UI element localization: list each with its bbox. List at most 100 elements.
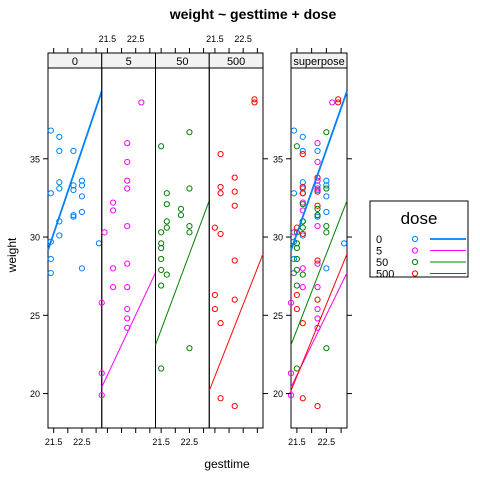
data-point — [56, 185, 63, 192]
data-point — [101, 229, 108, 236]
data-point — [217, 183, 224, 191]
main-y-ticks-left: 20 25 30 35 — [30, 154, 48, 399]
data-point — [323, 185, 330, 192]
panel-fit-line-segment — [208, 253, 264, 391]
data-point — [299, 133, 306, 140]
data-point — [293, 143, 300, 150]
data-point — [211, 224, 219, 231]
data-point — [124, 158, 131, 166]
panel-0-x-ticks-bottom: 21.5 22.5 — [45, 428, 97, 447]
data-point — [299, 179, 306, 186]
tick-label: 20 — [273, 389, 283, 399]
panel-fit-line-5 — [101, 272, 156, 388]
data-point — [231, 202, 238, 209]
tick-label: 20 — [30, 389, 40, 399]
data-point — [314, 188, 321, 195]
superpose-fit-line-segment — [290, 200, 348, 346]
data-point — [109, 199, 117, 206]
data-point — [287, 370, 295, 377]
tick-label: 30 — [30, 233, 40, 243]
tick-label: 22.5 — [318, 437, 336, 447]
tick-label: 22.5 — [181, 437, 199, 447]
panel-500-x-ticks-top: 21.5 22.5 — [206, 34, 258, 53]
data-point — [251, 96, 258, 103]
data-point — [335, 96, 342, 103]
data-point — [109, 207, 117, 214]
legend-entry-500: 500 — [376, 269, 466, 281]
data-point — [231, 402, 238, 410]
data-point — [47, 255, 54, 263]
data-point — [124, 177, 131, 184]
legend-title: dose — [401, 209, 438, 228]
data-point — [299, 201, 306, 208]
data-point — [211, 291, 219, 299]
data-point — [314, 140, 321, 147]
chart-title: weight ~ gesttime + dose — [169, 6, 337, 22]
data-point — [70, 213, 77, 220]
data-point — [314, 147, 321, 155]
data-point — [314, 284, 321, 291]
panel-frame — [47, 67, 103, 429]
data-point — [98, 370, 105, 377]
panel-500: 500 — [208, 52, 264, 429]
data-point — [314, 402, 321, 410]
panel-points-5 — [98, 99, 145, 399]
data-point — [186, 222, 193, 230]
data-point — [290, 255, 298, 263]
data-point — [177, 205, 185, 212]
data-point — [186, 185, 193, 192]
data-point — [314, 305, 321, 313]
panel-points-50 — [158, 129, 193, 372]
panel-superpose: superpose — [290, 52, 348, 429]
data-point — [290, 127, 298, 134]
data-point — [217, 230, 224, 238]
tick-label: 21.5 — [288, 437, 306, 447]
tick-label: 35 — [273, 154, 283, 164]
data-point — [186, 129, 193, 136]
data-point — [323, 345, 330, 352]
legend-marker — [411, 258, 419, 266]
tick-label: 22.5 — [73, 437, 91, 447]
panel-fit-line-50 — [155, 200, 210, 346]
data-point — [293, 365, 300, 372]
tick-label: 21.5 — [152, 437, 170, 447]
legend-label: 50 — [376, 257, 388, 269]
data-point — [124, 315, 131, 322]
data-point — [314, 212, 321, 219]
data-point — [124, 284, 131, 291]
data-point — [293, 244, 300, 252]
data-point — [323, 222, 330, 230]
data-point — [323, 229, 330, 236]
data-point — [299, 320, 306, 327]
tick-label: 30 — [273, 233, 283, 243]
legend-entry-5: 5 — [376, 246, 466, 258]
data-point — [158, 266, 165, 274]
legend-entry-50: 50 — [376, 257, 466, 269]
tick-label: 25 — [273, 311, 283, 321]
legend-label: 500 — [376, 269, 394, 281]
data-point — [329, 99, 336, 106]
strip-label: 5 — [126, 56, 132, 68]
strip-label: superpose — [293, 56, 344, 68]
strip-label: 50 — [176, 56, 188, 68]
data-point — [335, 99, 342, 106]
data-point — [293, 255, 300, 263]
data-point — [98, 299, 105, 306]
panel-500-x-ticks-bottom — [214, 428, 258, 433]
data-point — [158, 143, 165, 150]
data-point — [299, 147, 306, 155]
data-point — [78, 177, 86, 184]
tick-label: 22.5 — [234, 34, 252, 44]
data-point — [158, 282, 165, 289]
data-point — [109, 265, 117, 272]
data-point — [158, 229, 165, 236]
data-point — [163, 218, 170, 225]
y-axis-label: weight — [5, 237, 19, 273]
legend-marker — [411, 270, 419, 277]
legend-label: 0 — [376, 234, 382, 246]
superpose-x-ticks-top — [296, 48, 342, 53]
